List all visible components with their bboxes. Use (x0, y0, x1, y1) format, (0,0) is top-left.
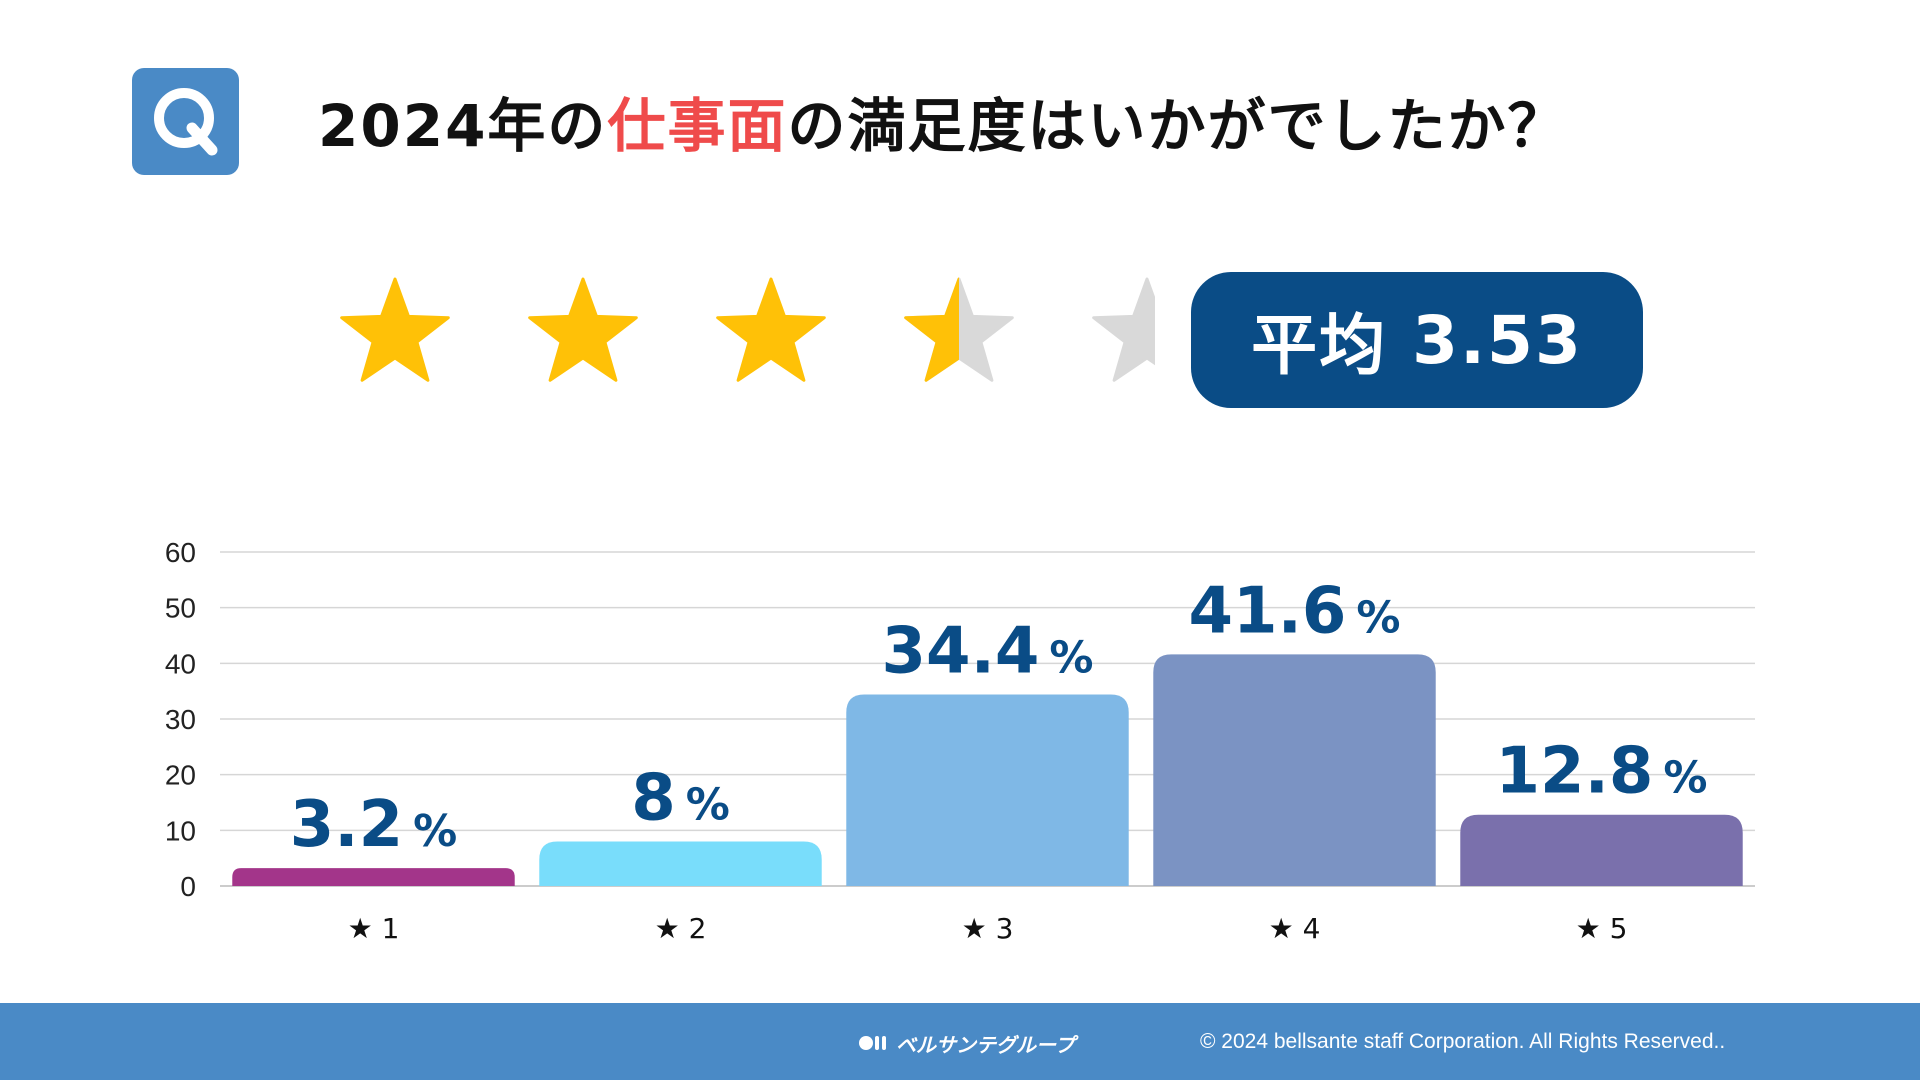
page-title: 2024年の仕事面の満足度はいかがでしたか？ (318, 86, 1567, 166)
average-value: 3.53 (1412, 301, 1583, 379)
logo-mark-icon (859, 1036, 886, 1050)
y-tick-label: 30 (165, 704, 196, 735)
x-tick-label: ★ 2 (655, 912, 707, 945)
footer: ベルサンテグループ © 2024 bellsante staff Corpora… (0, 1003, 1920, 1080)
company-logo: ベルサンテグループ (858, 1031, 1075, 1057)
average-badge: 平均 3.53 (1191, 272, 1643, 408)
x-tick-label: ★ 4 (1269, 912, 1321, 945)
satisfaction-bar-chart: 0 10 20 30 40 50 60 3.2 % ★ 1 8 % ★ 2 34.4 % ★ 3 41.6 % ★ … (165, 537, 1755, 945)
question-badge (132, 68, 239, 175)
copyright-text: © 2024 bellsante staff Corporation. All … (1200, 1030, 1726, 1053)
data-label: 3.2% (290, 788, 457, 862)
x-tick-label: ★ 3 (962, 912, 1014, 945)
rating-star (904, 277, 1014, 382)
data-label: 41.6% (1189, 574, 1401, 648)
y-tick-label: 0 (180, 871, 196, 902)
rating-star (340, 277, 450, 382)
rating-star (528, 277, 638, 382)
rating-star (716, 277, 826, 382)
data-label: 34.4% (882, 615, 1094, 689)
bar (1460, 814, 1743, 886)
data-label: 12.8% (1496, 735, 1708, 809)
title-suffix: の満足度はいかがでしたか？ (787, 92, 1568, 160)
bar (846, 694, 1129, 886)
y-tick-label: 60 (165, 537, 196, 568)
bar (539, 841, 822, 886)
rating-stars (340, 277, 1155, 382)
bar (232, 868, 515, 886)
question-q-icon (154, 88, 218, 156)
bar (1153, 654, 1436, 886)
x-tick-label: ★ 1 (348, 912, 400, 945)
rating-star (1092, 277, 1155, 382)
average-label: 平均 (1251, 307, 1388, 384)
title-accent: 仕事面 (607, 92, 788, 160)
x-tick-label: ★ 5 (1576, 912, 1628, 945)
logo-text: ベルサンテグループ (896, 1032, 1075, 1057)
y-tick-label: 50 (165, 593, 196, 624)
data-label: 8% (631, 761, 730, 835)
y-tick-label: 40 (165, 648, 196, 679)
title-prefix: 2024年の (318, 92, 608, 160)
y-tick-label: 10 (165, 815, 196, 846)
y-tick-label: 20 (165, 760, 196, 791)
